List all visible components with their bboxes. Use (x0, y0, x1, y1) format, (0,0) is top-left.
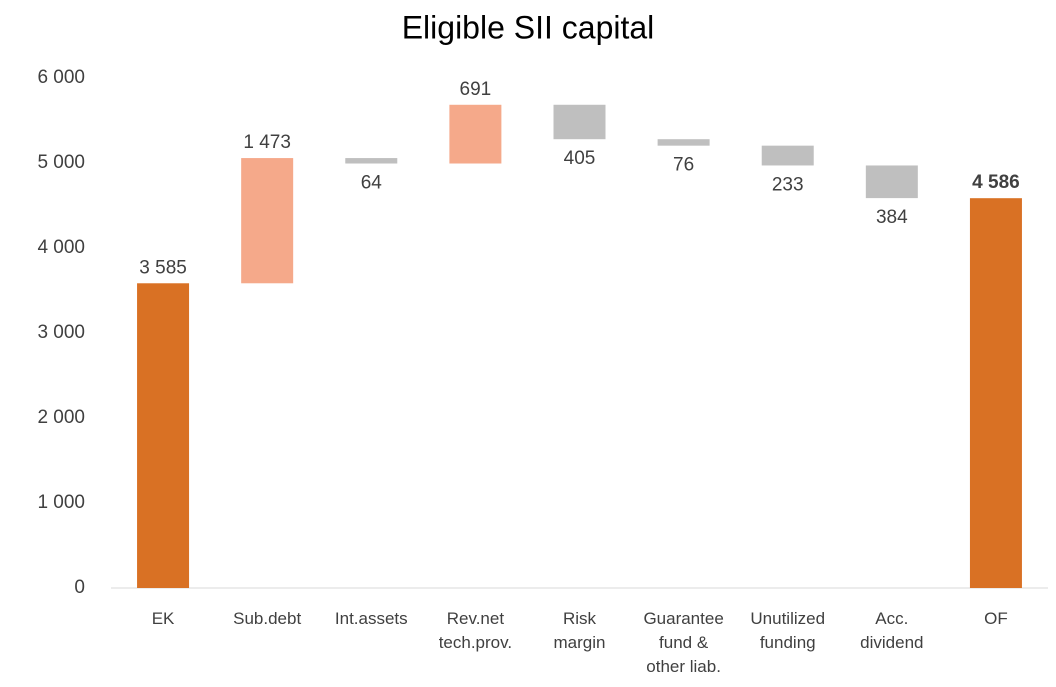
y-tick-label: 3 000 (37, 322, 85, 343)
x-tick-label-line: OF (984, 609, 1008, 628)
value-label: 1 473 (243, 132, 291, 153)
x-tick-label-line: Sub.debt (233, 609, 301, 628)
bar (865, 165, 918, 199)
x-tick-label-line: other liab. (646, 657, 721, 676)
value-label: 691 (460, 79, 492, 100)
bar (137, 283, 190, 588)
x-tick-label-line: funding (760, 633, 816, 652)
x-tick-label-line: dividend (860, 633, 923, 652)
x-tick-label: Rev.net tech.prov. (439, 609, 512, 652)
bar (969, 198, 1022, 588)
y-tick-label: 2 000 (37, 407, 85, 428)
x-tick-label: Unutilized funding (750, 609, 825, 652)
x-tick-label: EK (152, 609, 175, 628)
x-tick-label: Sub.debt (233, 609, 301, 628)
bar (761, 145, 814, 166)
x-tick-label-line: Acc. (875, 609, 908, 628)
y-tick-label: 5 000 (37, 152, 85, 173)
x-tick-label-line: Unutilized (750, 609, 825, 628)
x-tick-label-line: fund & (659, 633, 709, 652)
value-label: 76 (673, 155, 694, 176)
x-tick-label-line: EK (152, 609, 175, 628)
bar (241, 158, 294, 284)
value-label: 233 (772, 174, 804, 195)
x-tick-label-line: Risk (563, 609, 597, 628)
x-tick-label: Risk margin (554, 609, 606, 652)
bar (553, 104, 606, 140)
x-tick-label: Int.assets (335, 609, 408, 628)
y-tick-label: 4 000 (37, 237, 85, 258)
value-label: 4 586 (972, 172, 1020, 193)
value-label: 405 (564, 148, 596, 169)
y-tick-label: 0 (74, 577, 85, 598)
bar (345, 158, 398, 164)
x-tick-label: Guarantee fund & other liab. (643, 609, 723, 676)
x-tick-label-line: tech.prov. (439, 633, 512, 652)
y-tick-label: 1 000 (37, 492, 85, 513)
bar (449, 104, 502, 164)
x-tick-label: Acc. dividend (860, 609, 923, 652)
value-label: 64 (361, 173, 383, 194)
x-tick-label-line: margin (554, 633, 606, 652)
bar (657, 139, 710, 146)
x-tick-label-line: Guarantee (643, 609, 723, 628)
x-tick-label: OF (984, 609, 1008, 628)
value-label: 384 (876, 207, 908, 228)
chart-title: Eligible SII capital (402, 9, 655, 45)
value-label: 3 585 (139, 257, 187, 278)
y-tick-label: 6 000 (37, 67, 85, 88)
x-tick-label-line: Rev.net (447, 609, 505, 628)
x-tick-label-line: Int.assets (335, 609, 408, 628)
